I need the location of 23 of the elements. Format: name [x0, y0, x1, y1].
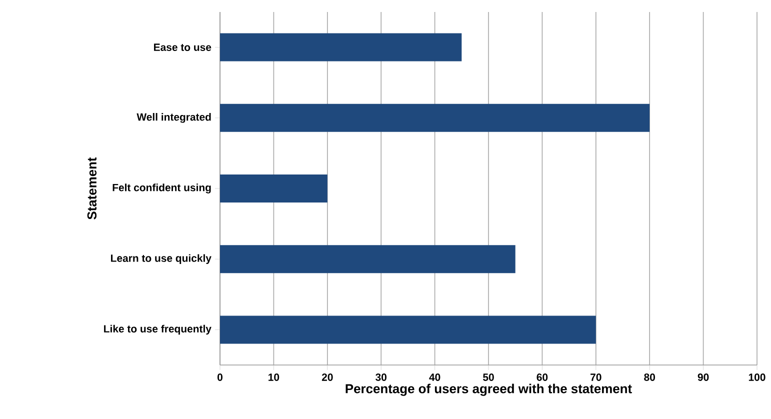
y-tick-label: Learn to use quickly: [111, 254, 212, 264]
y-tick-label: Like to use frequently: [104, 324, 212, 335]
x-tick-label: 100: [748, 374, 766, 381]
y-tick-label: Felt confident using: [112, 184, 211, 194]
x-tick-label: 90: [698, 374, 709, 381]
x-tick-label: 80: [644, 374, 655, 381]
x-tick-label: 10: [268, 374, 280, 381]
bar: [220, 245, 516, 274]
x-tick-label: 70: [590, 374, 602, 381]
bar: [220, 33, 462, 62]
x-tick-label: 40: [429, 374, 440, 381]
x-tick-label: 30: [376, 374, 386, 381]
bar: [220, 174, 328, 203]
x-tick-label: 0: [218, 374, 222, 381]
x-tick-label: 60: [536, 374, 548, 381]
x-tick-label: 50: [483, 374, 494, 381]
bar: [220, 104, 650, 132]
x-tick-label: 20: [322, 374, 333, 381]
y-tick-label: Well integrated: [136, 113, 211, 123]
bar: [220, 316, 596, 344]
x-axis-title: Percentage of users agreed with the statement: [346, 384, 632, 396]
y-axis-title: Statement: [87, 157, 97, 220]
y-tick-label: Ease to use: [154, 44, 212, 51]
